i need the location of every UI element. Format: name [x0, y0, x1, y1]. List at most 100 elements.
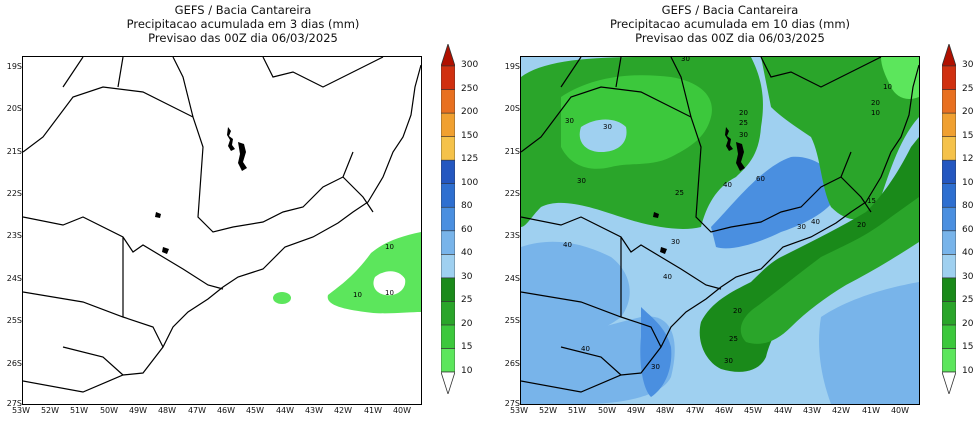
right-x-tick: 45W [743, 406, 763, 415]
right-precip-20mm-ne [881, 57, 919, 99]
right-x-tick: 44W [773, 406, 793, 415]
right-state-border-sp [521, 86, 852, 290]
left-title-line-3: Previsao das 00Z dia 06/03/2025 [148, 31, 338, 45]
right-precip-40mm-south [521, 316, 675, 404]
colorbar-segment [942, 230, 956, 255]
colorbar-segment [441, 183, 455, 208]
colorbar-segment [942, 89, 956, 114]
right-colorbar: 10 15 20 25 30 40 60 80 100 125 150 200 250 300 [942, 44, 973, 394]
colorbar-segment [441, 112, 455, 137]
colorbar-segment [942, 112, 956, 137]
left-x-ticks: 53W 52W 51W 50W 49W 48W 47W 46W 45W 44W … [9, 406, 429, 418]
colorbar-label: 25 [461, 295, 473, 306]
right-contour-label: 30 [577, 177, 586, 185]
left-y-tick: 22S [6, 189, 22, 198]
left-state-border-mg [62, 57, 384, 213]
right-y-tick: 19S [504, 62, 520, 71]
right-x-tick: 40W [890, 406, 910, 415]
colorbar-segment [942, 301, 956, 326]
left-x-tick: 49W [128, 406, 148, 415]
colorbar-label: 20 [962, 318, 973, 329]
left-x-tick: 47W [187, 406, 207, 415]
colorbar-label: 30 [461, 271, 473, 282]
right-x-tick: 49W [626, 406, 646, 415]
left-x-tick: 41W [363, 406, 383, 415]
colorbar-top-arrow [942, 44, 956, 67]
right-y-tick: 26S [504, 359, 520, 368]
colorbar-label: 25 [962, 295, 973, 306]
left-y-tick: 21S [6, 147, 22, 156]
colorbar-label: 15 [461, 342, 473, 353]
right-title-line-1: GEFS / Bacia Cantareira [661, 3, 799, 17]
left-x-tick: 42W [333, 406, 353, 415]
colorbar-segment [441, 230, 455, 255]
right-state-border-mg [560, 57, 882, 213]
right-contour-label: 30 [565, 117, 574, 125]
right-contour-label: 40 [581, 345, 590, 353]
left-reservoir-1 [227, 127, 235, 151]
left-x-tick: 40W [392, 406, 412, 415]
colorbar-segment [942, 254, 956, 279]
left-state-border-sp [23, 86, 354, 290]
colorbar-segment [441, 348, 455, 373]
left-x-tick: 52W [40, 406, 60, 415]
colorbar-bottom-arrow [942, 371, 956, 394]
right-contour-label: 40 [563, 241, 572, 249]
right-y-tick: 27S [504, 399, 520, 408]
right-x-tick: 41W [861, 406, 881, 415]
left-y-tick: 25S [6, 316, 22, 325]
colorbar-graphic [942, 44, 956, 394]
right-y-tick: 24S [504, 274, 520, 283]
colorbar-label: 300 [962, 60, 973, 70]
right-contour-label: 25 [729, 335, 738, 343]
right-y-tick: 25S [504, 316, 520, 325]
right-contour-label: 30 [651, 363, 660, 371]
left-reservoir-2 [238, 142, 247, 171]
left-title-line-2: Precipitacao acumulada em 3 dias (mm) [126, 17, 360, 31]
colorbar-label: 150 [962, 130, 973, 141]
colorbar-label: 80 [461, 201, 473, 212]
left-y-tick: 20S [6, 104, 22, 113]
right-title-line-3: Previsao das 00Z dia 06/03/2025 [635, 31, 825, 45]
left-contour-label: 10 [385, 243, 394, 251]
colorbar-segment [942, 277, 956, 302]
colorbar-segment [942, 348, 956, 373]
left-coastline [23, 64, 421, 393]
colorbar-graphic [441, 44, 455, 394]
right-x-tick: 50W [597, 406, 617, 415]
left-x-tick: 51W [69, 406, 89, 415]
colorbar-label: 20 [461, 318, 473, 329]
right-contour-label: 40 [723, 181, 732, 189]
left-map-frame: 10 10 10 [22, 56, 422, 405]
right-x-tick: 46W [714, 406, 734, 415]
right-x-tick: 48W [655, 406, 675, 415]
colorbar-label: 15 [962, 342, 973, 353]
right-contour-label: 25 [675, 189, 684, 197]
colorbar-label: 300 [461, 60, 479, 70]
right-reservoir-3 [653, 212, 667, 254]
right-precip-30mm-hole [579, 119, 627, 152]
right-contour-label: 20 [739, 109, 748, 117]
left-colorbar: 10 15 20 25 30 40 60 80 100 125 150 200 250 300 [441, 44, 478, 394]
right-precip-40mm-sea [819, 282, 919, 404]
left-x-tick: 44W [275, 406, 295, 415]
colorbar-segment [441, 89, 455, 114]
colorbar-segment [942, 65, 956, 90]
colorbar-label: 125 [461, 154, 479, 165]
colorbar-label: 250 [461, 83, 479, 94]
colorbar-label: 60 [962, 224, 973, 235]
right-contour-label: 20 [871, 99, 880, 107]
colorbar-segment [942, 159, 956, 184]
colorbar-segment [942, 206, 956, 232]
colorbar-label: 40 [962, 248, 973, 259]
right-contour-label: 40 [663, 273, 672, 281]
colorbar-label: 125 [962, 154, 973, 165]
right-contour-label: 30 [671, 238, 680, 246]
right-contour-label: 30 [797, 223, 806, 231]
colorbar-label: 100 [461, 177, 479, 188]
colorbar-label: 80 [962, 201, 973, 212]
colorbar-top-arrow [441, 44, 455, 67]
left-x-tick: 48W [157, 406, 177, 415]
right-x-ticks: 53W 52W 51W 50W 49W 48W 47W 46W 45W 44W … [507, 406, 927, 418]
left-state-border-pr [23, 237, 164, 376]
